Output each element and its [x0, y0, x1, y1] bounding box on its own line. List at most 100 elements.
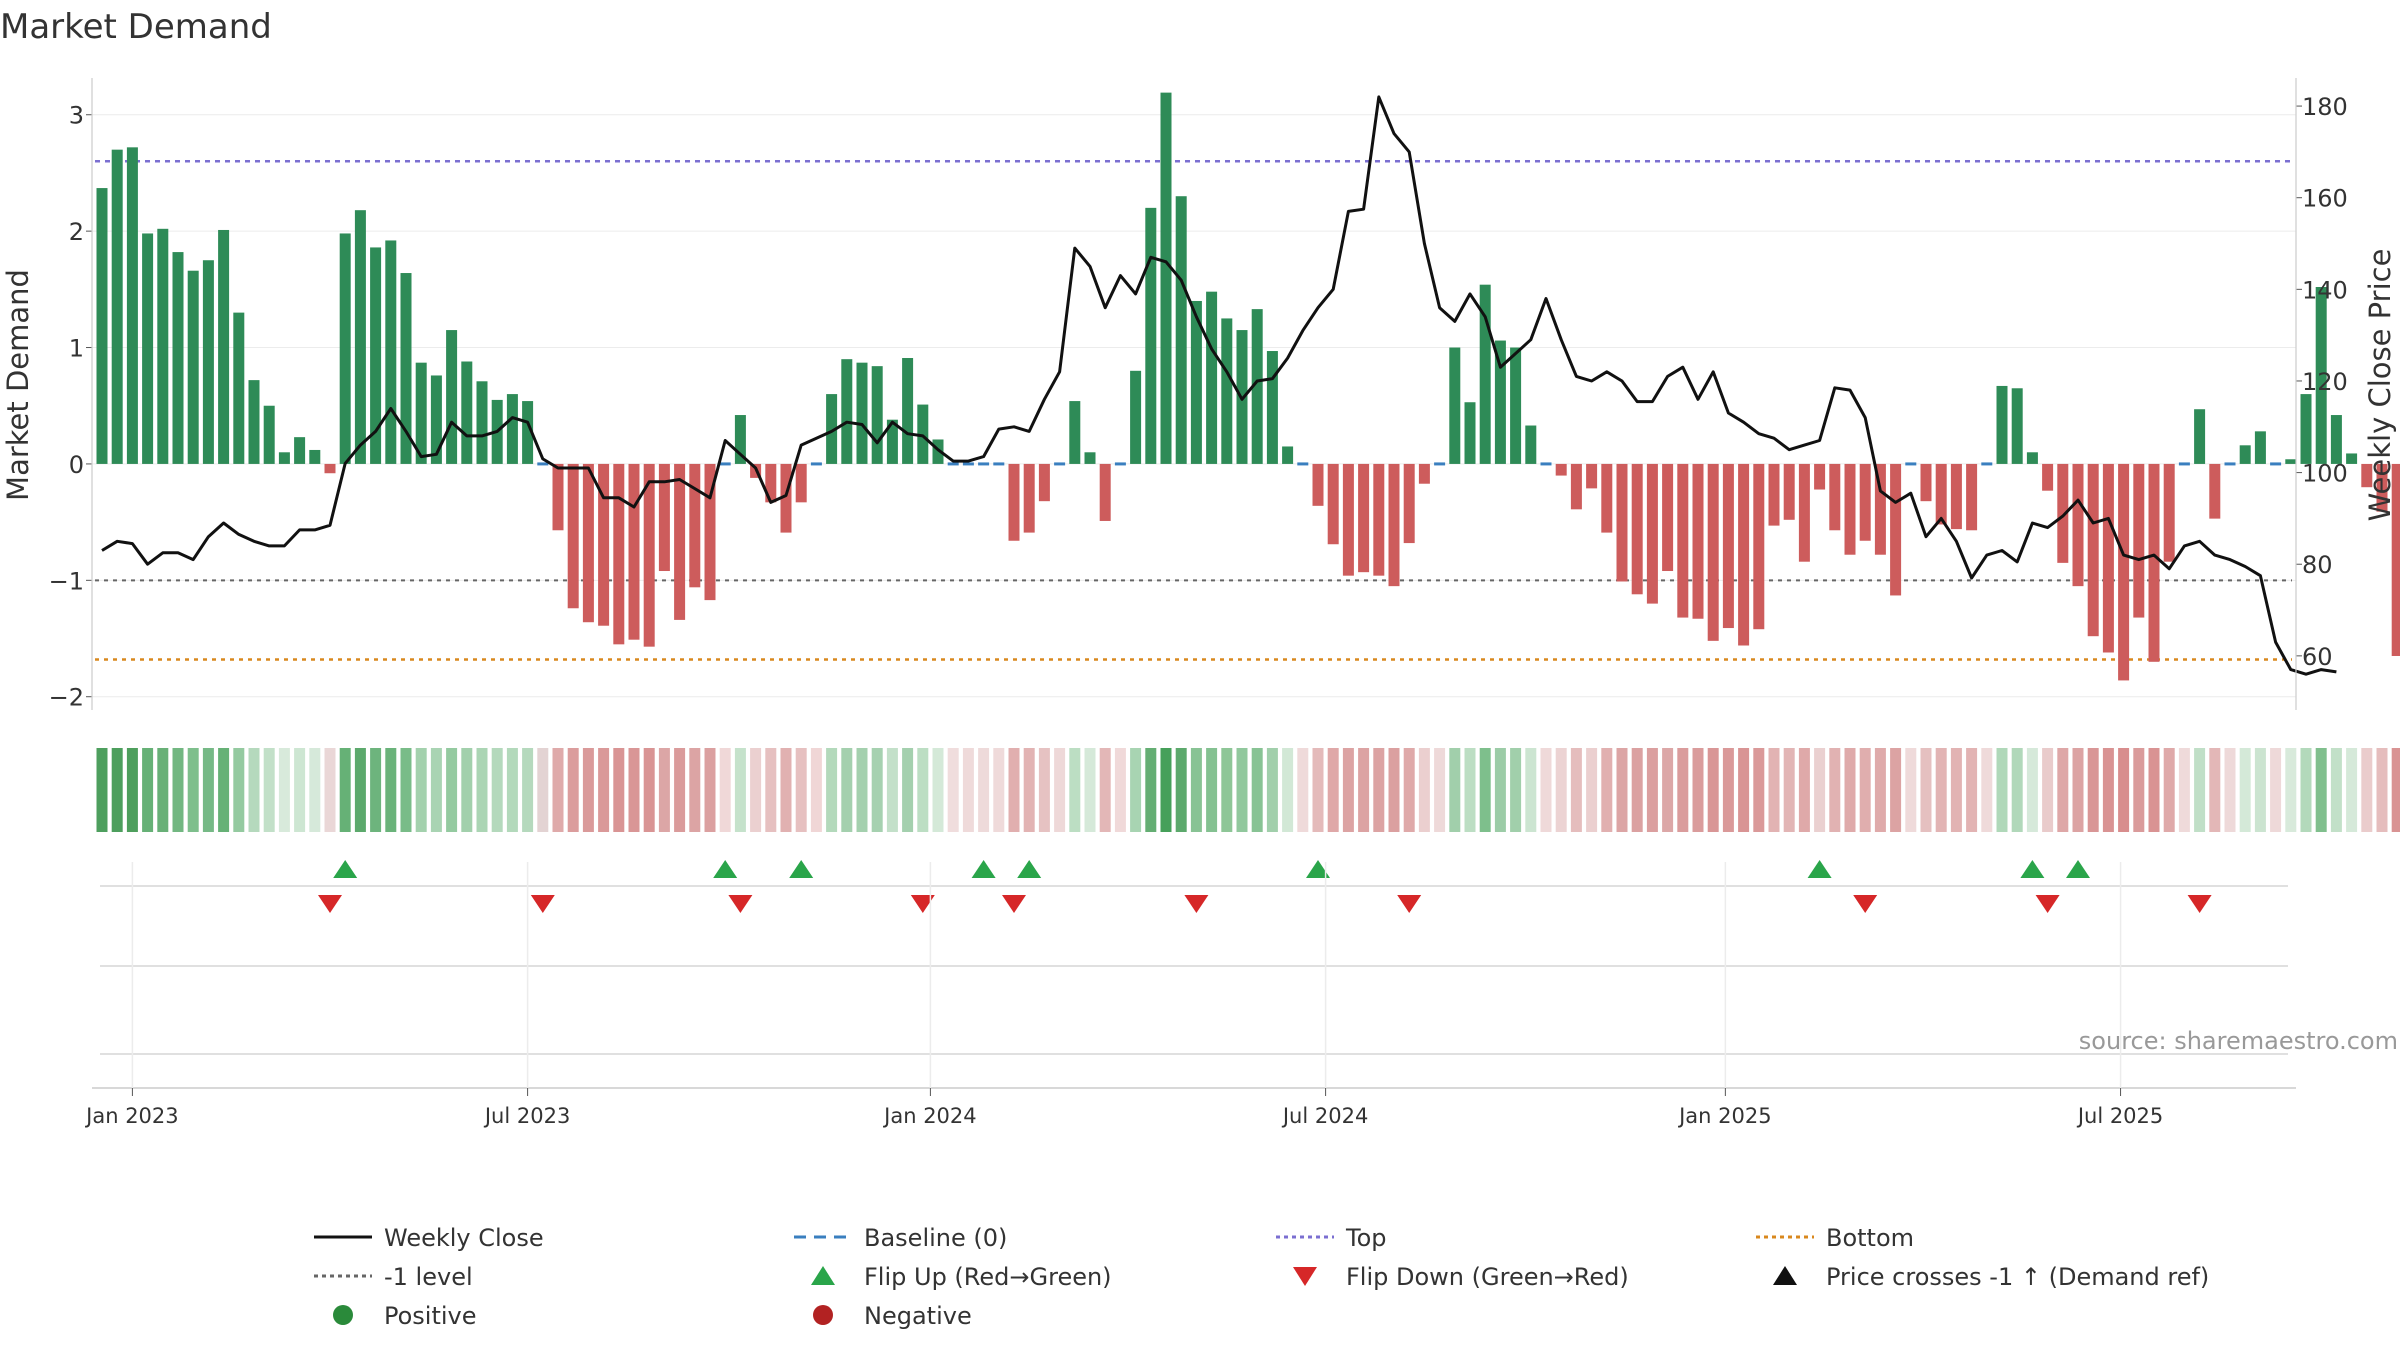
source-note: source: sharemaestro.com — [2079, 1027, 2398, 1055]
legend-label: Positive — [384, 1302, 477, 1330]
strip-cell — [2376, 748, 2388, 832]
strip-cell — [962, 748, 974, 832]
demand-bar-negative — [598, 463, 610, 626]
strip-cell — [111, 748, 123, 832]
strip-cell — [552, 748, 564, 832]
demand-bar-positive — [415, 362, 427, 464]
strip-cell — [1084, 748, 1096, 832]
demand-bar-negative — [795, 463, 807, 503]
strip-cell — [2346, 748, 2358, 832]
strip-cell — [1145, 748, 1157, 832]
strip-cell — [339, 748, 351, 832]
strip-cell — [2391, 748, 2400, 832]
demand-bar-negative — [2118, 463, 2130, 681]
strip-cell — [2118, 748, 2130, 832]
axes: −2 −1 0 1 2 3 60 80 100 120 140 160 180 — [49, 78, 2348, 712]
demand-bar-negative — [1570, 463, 1582, 510]
strip-cell — [1190, 748, 1202, 832]
demand-bar-negative — [1966, 463, 1978, 531]
flip-down-marker — [530, 895, 555, 913]
strip-cell — [856, 748, 868, 832]
strip-cell — [202, 748, 214, 832]
strip-cell — [1525, 748, 1537, 832]
strip-cell — [1327, 748, 1339, 832]
x-axis: Jan 2023 Jul 2023 Jan 2024 Jul 2024 Jan 2025… — [84, 862, 2296, 1128]
demand-bar-positive — [248, 380, 260, 464]
strip-cell — [263, 748, 275, 832]
demand-bar-positive — [841, 359, 853, 464]
strip-cell — [582, 748, 594, 832]
x-tick-label: Jan 2023 — [84, 1104, 179, 1128]
flip-up-marker — [1306, 860, 1330, 878]
demand-bar-positive — [339, 233, 351, 464]
strip-cell — [1251, 748, 1263, 832]
demand-bar-negative — [1008, 463, 1020, 541]
strip-cell — [1023, 748, 1035, 832]
strip-cell — [628, 748, 640, 832]
strip-cell — [400, 748, 412, 832]
demand-bar-negative — [2209, 463, 2221, 519]
demand-bar-negative — [1874, 463, 1886, 555]
strip-cell — [719, 748, 731, 832]
strip-cell — [674, 748, 686, 832]
flip-down-marker — [2035, 895, 2060, 913]
strip-cell — [1175, 748, 1187, 832]
legend-label: Top — [1345, 1224, 1387, 1252]
strip-cell — [1662, 748, 1674, 832]
strip-cell — [795, 748, 807, 832]
demand-bar-positive — [856, 362, 868, 464]
legend-label: Negative — [864, 1302, 972, 1330]
demand-bar-negative — [1677, 463, 1689, 618]
strip-cell — [96, 748, 108, 832]
strip-cell — [1996, 748, 2008, 832]
flip-down-marker — [728, 895, 753, 913]
strip-cell — [294, 748, 306, 832]
demand-bar-negative — [2163, 463, 2175, 562]
flip-down-marker — [1002, 895, 1026, 913]
strip-cell — [1874, 748, 1886, 832]
strip-cell — [1373, 748, 1385, 832]
y2-tick-label: 180 — [2302, 93, 2348, 121]
strip-cell — [993, 748, 1005, 832]
strip-cell — [1920, 748, 1932, 832]
baseline-segment — [1434, 462, 1446, 466]
strip-cell — [461, 748, 473, 832]
demand-bar-positive — [476, 381, 488, 464]
strip-cell — [750, 748, 762, 832]
demand-bar-negative — [1342, 463, 1354, 576]
strip-cell — [1038, 748, 1050, 832]
demand-bar-negative — [582, 463, 594, 623]
demand-bar-negative — [658, 463, 670, 572]
demand-bar-negative — [2087, 463, 2099, 637]
strip-cell — [1616, 748, 1628, 832]
strip-cell — [810, 748, 822, 832]
demand-bar-negative — [1783, 463, 1795, 520]
baseline-segment — [537, 462, 549, 466]
demand-bar-negative — [1312, 463, 1324, 506]
demand-bar-positive — [1510, 347, 1522, 464]
strip-cell — [1312, 748, 1324, 832]
strip-cell — [491, 748, 503, 832]
strip-cell — [871, 748, 883, 832]
demand-bar-positive — [2315, 287, 2327, 464]
legend-swatch — [1293, 1267, 1317, 1286]
demand-bar-positive — [1084, 452, 1096, 464]
demand-bar-positive — [142, 233, 154, 464]
strip-cell — [1753, 748, 1765, 832]
demand-bar-positive — [2026, 452, 2038, 464]
demand-bar-positive — [2194, 409, 2206, 464]
strip-cell — [1555, 748, 1567, 832]
flip-down-marker — [910, 895, 935, 913]
strip-cell — [2102, 748, 2114, 832]
demand-bar-positive — [1221, 318, 1233, 464]
strip-cell — [446, 748, 458, 832]
demand-bar-positive — [1464, 402, 1476, 464]
strip-cell — [613, 748, 625, 832]
demand-bar-negative — [1768, 463, 1780, 526]
demand-bar-positive — [902, 358, 914, 464]
strip-cell — [1798, 748, 1810, 832]
demand-bar-negative — [643, 463, 655, 647]
demand-bar-negative — [1814, 463, 1826, 490]
strip-cell — [278, 748, 290, 832]
strip-cell — [1449, 748, 1461, 832]
